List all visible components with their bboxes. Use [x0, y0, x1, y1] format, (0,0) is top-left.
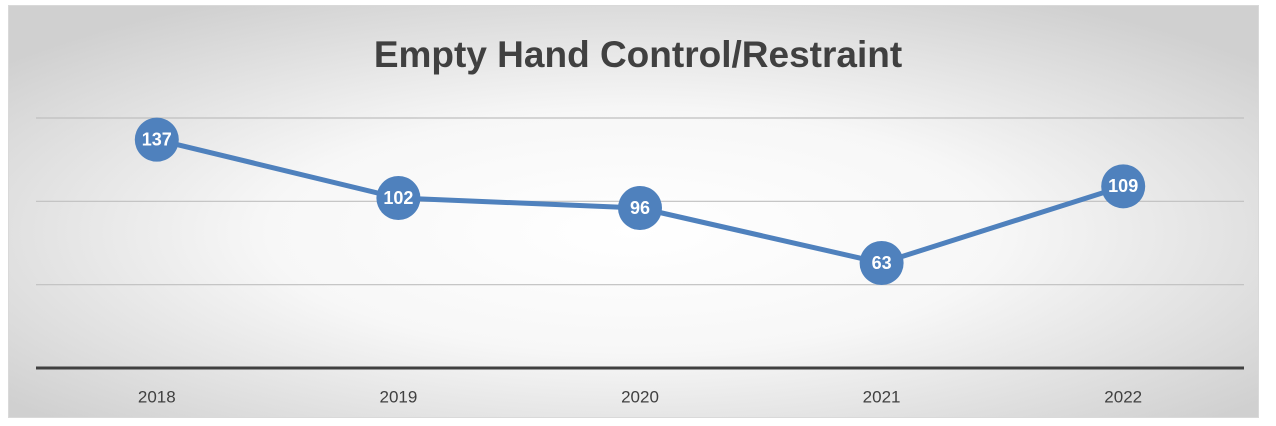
x-tick-label: 2020	[621, 387, 659, 406]
data-point	[376, 176, 421, 220]
data-label: 96	[630, 198, 650, 218]
chart-title: Empty Hand Control/Restraint	[374, 34, 902, 75]
data-label: 102	[383, 188, 413, 208]
data-point	[859, 241, 904, 285]
x-tick-label: 2019	[379, 387, 417, 406]
x-tick-label: 2022	[1104, 387, 1142, 406]
data-label: 109	[1108, 176, 1138, 196]
x-tick-label: 2021	[863, 387, 901, 406]
data-label: 137	[142, 129, 172, 149]
data-point	[1101, 164, 1146, 209]
x-tick-label: 2018	[138, 387, 176, 406]
data-point	[618, 186, 662, 230]
data-label: 63	[872, 253, 892, 273]
data-point	[134, 117, 179, 162]
